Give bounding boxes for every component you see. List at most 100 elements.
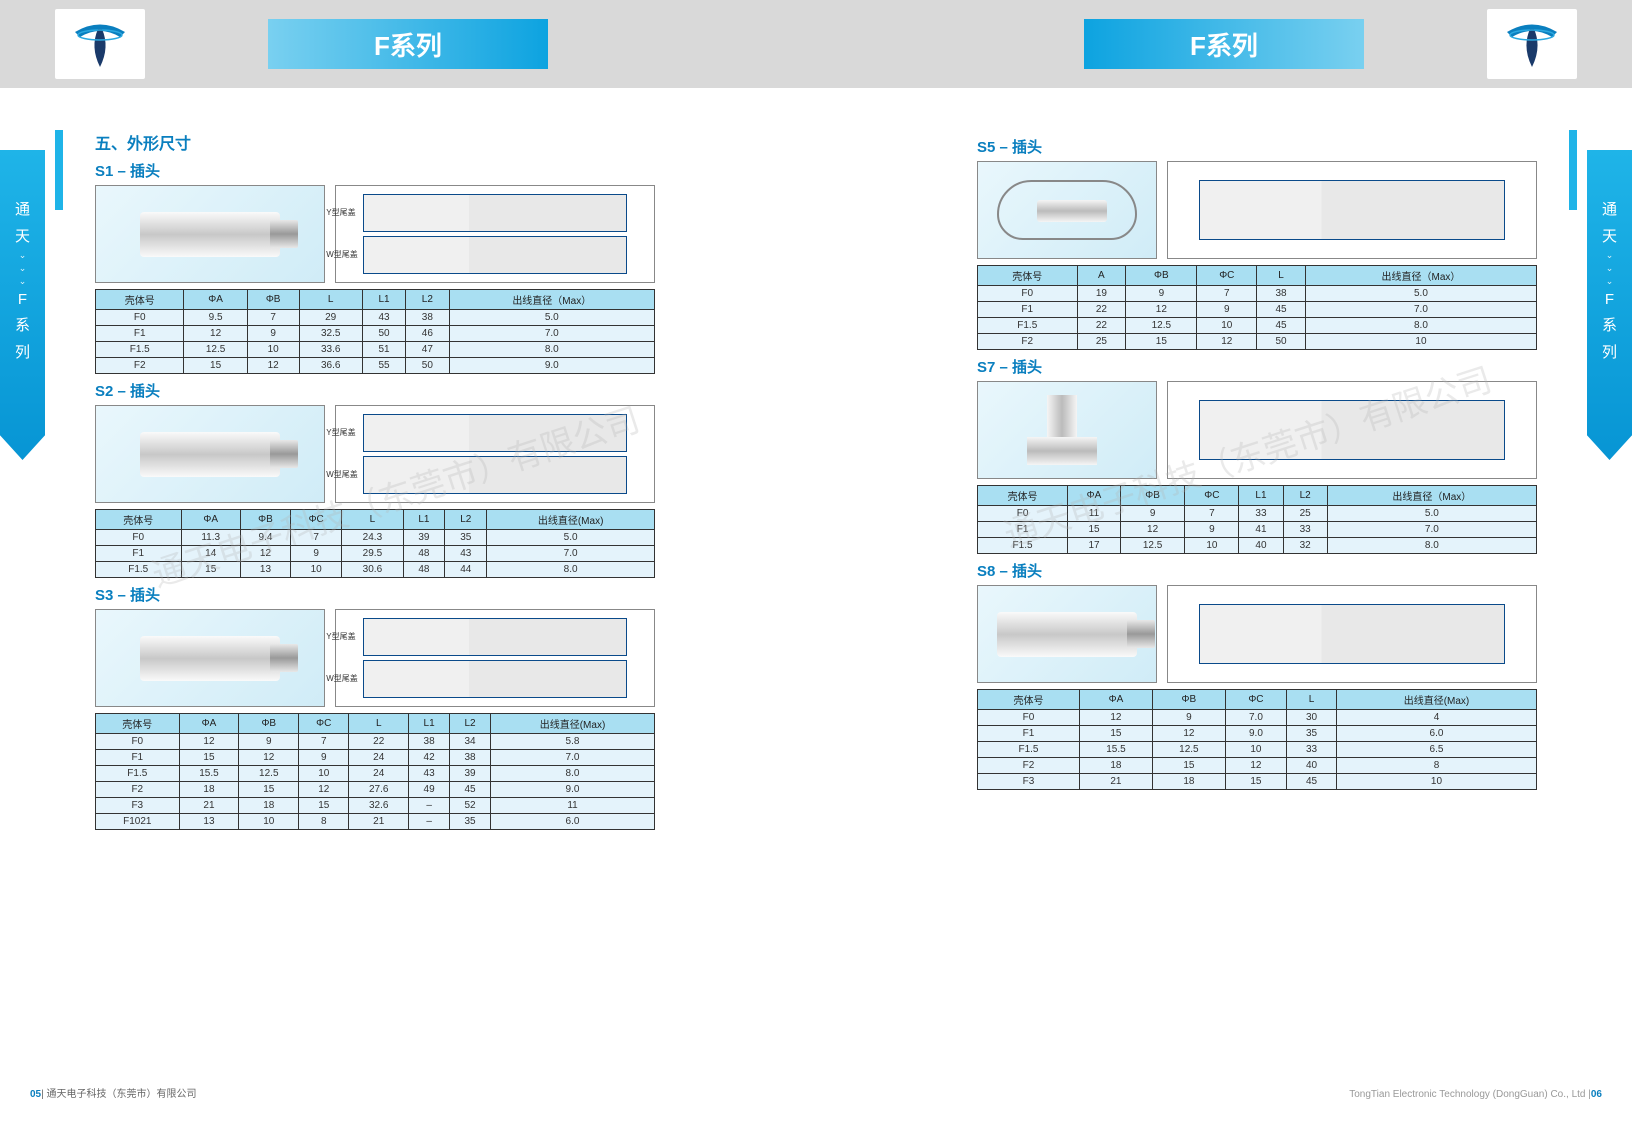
table-cell: 10 — [247, 342, 299, 358]
table-header: ΦC — [1225, 690, 1286, 710]
dimension-rect: W型尾盖 — [363, 456, 627, 494]
table-cell: 12.5 — [1152, 742, 1225, 758]
table-header: 出线直径(Max) — [487, 510, 655, 530]
table-row: F1.515.512.510336.5 — [978, 742, 1537, 758]
table-cell: 22 — [1077, 302, 1126, 318]
image-row: Y型尾盖 W型尾盖 — [95, 405, 655, 503]
table-cell: – — [409, 814, 450, 830]
dimension-rect — [1199, 180, 1505, 240]
table-cell: 12.5 — [184, 342, 247, 358]
table-row: F122129457.0 — [978, 302, 1537, 318]
tab-char: 天 — [15, 225, 30, 246]
tab-char: 列 — [1602, 341, 1617, 362]
footer-right: TongTian Electronic Technology (DongGuan… — [1349, 1089, 1602, 1100]
table-cell: F1 — [978, 302, 1078, 318]
table-cell: 12.5 — [1126, 318, 1197, 334]
table-row: F1.52212.510458.0 — [978, 318, 1537, 334]
table-header: ΦC — [299, 714, 349, 734]
table-header: 出线直径（Max） — [1305, 266, 1536, 286]
table-cell: 10 — [1197, 318, 1257, 334]
dimension-label: W型尾盖 — [326, 249, 358, 260]
table-cell: F1.5 — [96, 342, 184, 358]
connector-illustration — [140, 636, 280, 681]
table-cell: 15 — [1068, 522, 1121, 538]
table-cell: 9 — [1197, 302, 1257, 318]
product-photo — [977, 381, 1157, 479]
table-header: A — [1077, 266, 1126, 286]
table-row: F2151236.655509.0 — [96, 358, 655, 374]
table-header: L2 — [406, 290, 449, 310]
dimension-label: Y型尾盖 — [326, 427, 355, 438]
page-num-right: 06 — [1591, 1089, 1602, 1100]
table-cell: F3 — [978, 774, 1080, 790]
table-header: L — [299, 290, 362, 310]
table-cell: 50 — [1257, 334, 1306, 350]
table-cell: 14 — [181, 546, 240, 562]
tab-char: 系 — [15, 314, 30, 335]
table-cell: 7.0 — [487, 546, 655, 562]
dimension-diagram: Y型尾盖W型尾盖 — [335, 185, 655, 283]
table-row: F112932.550467.0 — [96, 326, 655, 342]
table-cell: 8.0 — [449, 342, 654, 358]
table-cell: 9 — [239, 734, 299, 750]
spec-table: 壳体号ΦAΦBΦCLL1L2出线直径(Max)F012972238345.8F1… — [95, 713, 655, 830]
table-cell: 11 — [1068, 506, 1121, 522]
section-heading: S2 – 插头 — [95, 380, 655, 401]
table-cell: 34 — [450, 734, 491, 750]
table-cell: 30 — [1287, 710, 1337, 726]
table-cell: 15 — [299, 798, 349, 814]
table-header: ΦA — [1079, 690, 1152, 710]
table-header: 壳体号 — [978, 486, 1068, 506]
table-cell: 7 — [291, 530, 342, 546]
table-cell: 45 — [1257, 302, 1306, 318]
table-cell: 7 — [299, 734, 349, 750]
table-cell: 9.4 — [240, 530, 290, 546]
table-cell: 7.0 — [1225, 710, 1286, 726]
table-cell: 15.5 — [179, 766, 239, 782]
logo-left — [55, 9, 145, 79]
table-cell: 35 — [450, 814, 491, 830]
table-cell: 49 — [409, 782, 450, 798]
connector-illustration — [997, 612, 1137, 657]
table-header: L1 — [409, 714, 450, 734]
table-cell: 12 — [1152, 726, 1225, 742]
table-cell: 15 — [184, 358, 247, 374]
table-header: L1 — [1239, 486, 1283, 506]
table-header: ΦB — [1152, 690, 1225, 710]
table-cell: 7.0 — [491, 750, 655, 766]
table-cell: F1 — [96, 326, 184, 342]
table-cell: 12 — [1225, 758, 1286, 774]
table-cell: 15 — [1152, 758, 1225, 774]
table-cell: 7.0 — [1327, 522, 1536, 538]
table-cell: 36.6 — [299, 358, 362, 374]
table-header: ΦC — [291, 510, 342, 530]
table-cell: F1.5 — [978, 742, 1080, 758]
table-cell: 6.0 — [491, 814, 655, 830]
table-row: F11512941337.0 — [978, 522, 1537, 538]
table-cell: 10 — [1225, 742, 1286, 758]
table-cell: 17 — [1068, 538, 1121, 554]
table-cell: 9 — [1185, 522, 1239, 538]
table-cell: 29.5 — [342, 546, 403, 562]
dimension-rect — [1199, 604, 1505, 664]
table-cell: 15 — [179, 750, 239, 766]
table-header: 出线直径(Max) — [1336, 690, 1536, 710]
image-row — [977, 381, 1537, 479]
side-tab-right: 通 天 ⌄ ⌄ ⌄ F 系 列 — [1587, 150, 1632, 460]
table-cell: 47 — [406, 342, 449, 358]
dimension-rect: Y型尾盖 — [363, 194, 627, 232]
tab-char: 系 — [1602, 314, 1617, 335]
table-cell: 10 — [239, 814, 299, 830]
table-header: L — [1257, 266, 1306, 286]
table-cell: F2 — [96, 358, 184, 374]
table-row: F1.515131030.648448.0 — [96, 562, 655, 578]
table-cell: 46 — [406, 326, 449, 342]
table-row: F012972238345.8 — [96, 734, 655, 750]
table-cell: 10 — [291, 562, 342, 578]
section-heading: S8 – 插头 — [977, 560, 1537, 581]
side-strip-left — [55, 130, 63, 210]
table-cell: 45 — [1257, 318, 1306, 334]
table-cell: 7 — [1185, 506, 1239, 522]
dimension-diagram — [1167, 161, 1537, 259]
dimension-diagram: Y型尾盖W型尾盖 — [335, 609, 655, 707]
